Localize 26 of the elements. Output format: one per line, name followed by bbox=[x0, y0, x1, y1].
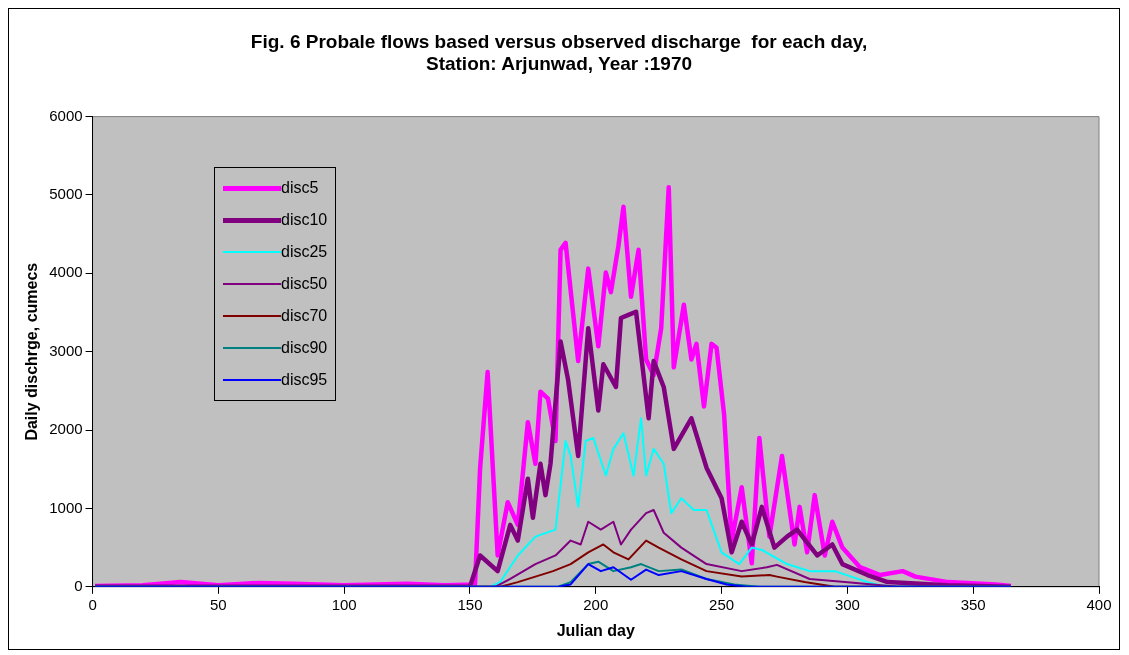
x-tick-label: 150 bbox=[457, 595, 483, 613]
x-tick-label: 0 bbox=[88, 595, 97, 613]
y-tick-label: 1000 bbox=[49, 498, 83, 516]
x-tick-label: 250 bbox=[709, 595, 735, 613]
x-tick-label: 200 bbox=[583, 595, 609, 613]
y-tick-label: 3000 bbox=[49, 341, 83, 359]
x-tick-label: 400 bbox=[1086, 595, 1112, 613]
legend-label: disc90 bbox=[281, 339, 328, 357]
legend-label: disc95 bbox=[281, 371, 328, 389]
legend-label: disc5 bbox=[281, 179, 319, 197]
y-tick-label: 2000 bbox=[49, 420, 83, 438]
y-tick-label: 4000 bbox=[49, 263, 83, 281]
y-tick-label: 0 bbox=[74, 576, 83, 594]
y-axis-title: Daily dischrge, cumecs bbox=[23, 262, 41, 441]
chart-title: Fig. 6 Probale flows based versus observed discharge for each day, Station: Arjunwad, Year :1970 bbox=[250, 30, 868, 75]
legend-label: disc25 bbox=[281, 243, 328, 261]
legend-label: disc70 bbox=[281, 307, 328, 325]
x-tick-label: 300 bbox=[834, 595, 860, 613]
y-tick-label: 5000 bbox=[49, 185, 83, 203]
y-tick-label: 6000 bbox=[49, 106, 83, 124]
x-tick-label: 100 bbox=[331, 595, 357, 613]
x-axis-title: Julian day bbox=[556, 621, 636, 639]
legend-label: disc10 bbox=[281, 211, 328, 229]
legend-label: disc50 bbox=[281, 275, 328, 293]
x-tick-label: 50 bbox=[210, 595, 227, 613]
x-tick-label: 350 bbox=[960, 595, 986, 613]
